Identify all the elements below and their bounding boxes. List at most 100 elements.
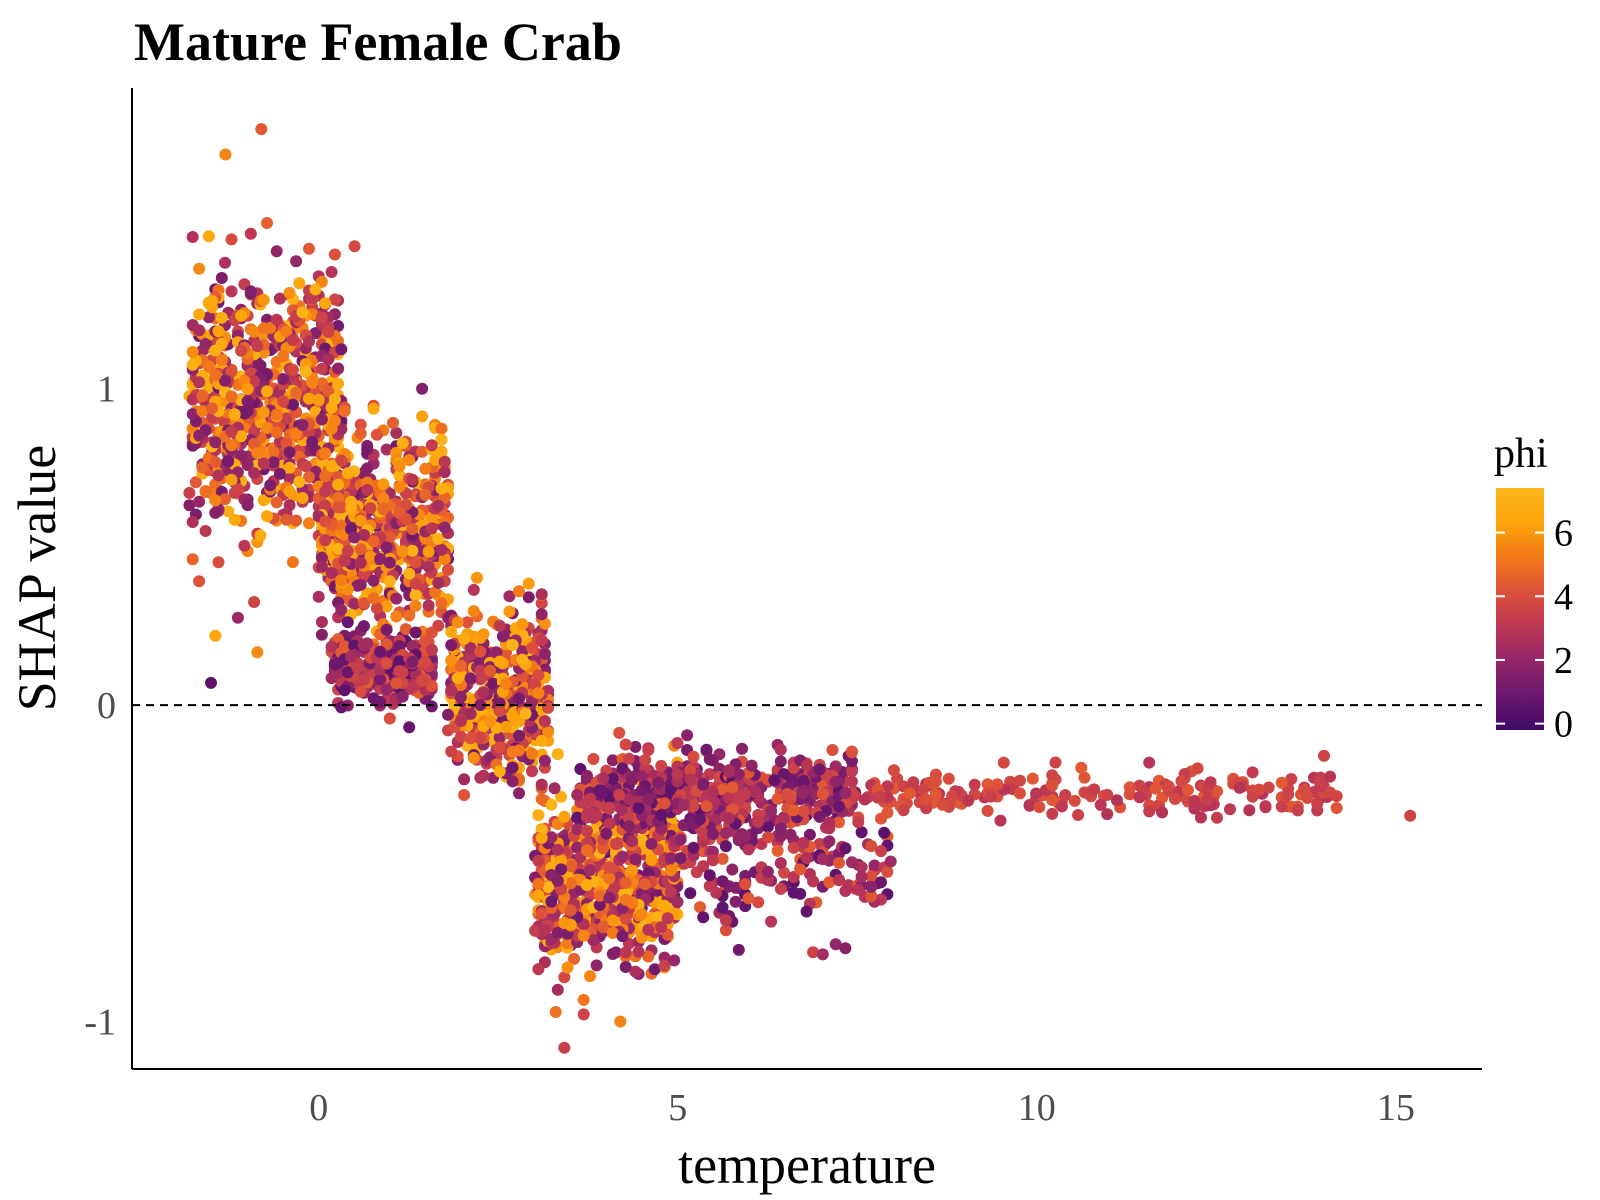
data-point: [1291, 804, 1304, 817]
data-point: [1023, 799, 1036, 812]
data-point: [474, 731, 487, 744]
data-point: [1013, 774, 1026, 787]
data-point: [542, 701, 555, 714]
data-point: [603, 817, 616, 830]
data-point: [729, 881, 742, 894]
data-point: [383, 556, 396, 569]
data-point: [778, 866, 790, 879]
data-point: [816, 948, 829, 961]
data-point: [435, 482, 448, 495]
data-point: [555, 854, 568, 867]
data-point: [435, 445, 448, 458]
data-point: [616, 804, 629, 817]
data-point: [787, 804, 800, 817]
data-point: [532, 687, 545, 700]
data-point: [438, 521, 451, 534]
data-point: [632, 802, 645, 815]
data-point: [399, 623, 412, 636]
data-point: [655, 759, 668, 772]
data-point: [516, 645, 529, 658]
data-point: [425, 522, 438, 535]
data-point: [658, 960, 671, 972]
data-point: [303, 517, 315, 530]
data-point: [642, 793, 655, 806]
data-point: [1133, 791, 1146, 804]
data-point: [312, 393, 325, 406]
data-point: [357, 597, 370, 610]
data-point: [826, 744, 839, 756]
data-point: [261, 217, 273, 229]
data-point: [348, 639, 361, 652]
data-point: [1314, 774, 1327, 787]
data-point: [1404, 809, 1417, 822]
data-point: [303, 471, 315, 484]
data-point: [545, 895, 558, 908]
data-point: [219, 493, 231, 506]
data-point: [390, 592, 403, 605]
x-axis-ticks: 0 5 10 15: [309, 1087, 1415, 1129]
data-point: [325, 566, 338, 579]
data-point: [315, 616, 328, 628]
data-point: [432, 532, 445, 545]
data-point: [425, 626, 438, 639]
data-point: [341, 467, 354, 480]
data-points: [183, 123, 1417, 1054]
data-point: [212, 325, 225, 338]
data-point: [1149, 782, 1162, 795]
data-point: [765, 805, 778, 817]
data-point: [619, 893, 632, 906]
data-point: [962, 794, 975, 807]
data-point: [639, 878, 652, 891]
data-point: [299, 365, 312, 378]
data-point: [852, 883, 865, 896]
data-point: [354, 543, 367, 556]
data-point: [357, 620, 370, 633]
data-point: [904, 787, 916, 800]
data-point: [1123, 788, 1136, 801]
data-point: [357, 673, 370, 686]
data-point: [422, 545, 435, 558]
data-point: [761, 873, 774, 886]
data-point: [367, 592, 380, 605]
data-point: [202, 311, 215, 324]
data-point: [619, 912, 632, 925]
data-point: [626, 835, 639, 848]
data-point: [610, 838, 622, 851]
data-point: [231, 483, 244, 496]
data-point: [293, 277, 306, 290]
data-point: [968, 778, 981, 791]
data-point: [584, 792, 597, 805]
data-point: [283, 461, 296, 474]
data-point: [606, 927, 619, 939]
data-point: [768, 774, 781, 787]
data-point: [261, 422, 273, 434]
data-point: [257, 406, 270, 419]
data-point: [1068, 794, 1081, 807]
data-point: [981, 804, 994, 817]
data-point: [241, 383, 254, 395]
data-point: [454, 659, 467, 672]
data-point: [697, 911, 710, 924]
data-point: [532, 888, 545, 901]
data-point: [629, 853, 642, 866]
data-point: [1243, 804, 1256, 817]
data-point: [1211, 785, 1223, 798]
data-point: [622, 752, 635, 765]
data-point: [597, 921, 610, 934]
data-point: [513, 585, 525, 598]
data-point: [222, 505, 235, 518]
legend-tick-label: 6: [1554, 513, 1573, 555]
data-point: [241, 498, 254, 511]
data-point: [1033, 801, 1046, 814]
data-point: [1046, 794, 1059, 806]
legend-tick-label: 4: [1554, 576, 1573, 618]
data-point: [367, 535, 380, 548]
data-point: [664, 783, 677, 796]
data-point: [674, 852, 687, 865]
data-point: [196, 405, 209, 417]
data-point: [635, 770, 648, 783]
data-point: [535, 778, 548, 791]
data-point: [603, 802, 616, 815]
data-point: [616, 850, 629, 863]
data-point: [558, 810, 571, 823]
